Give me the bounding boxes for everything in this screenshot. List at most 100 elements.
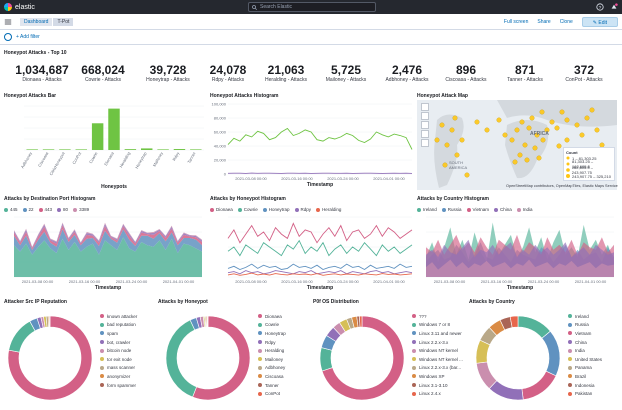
menu-icon[interactable] <box>4 18 12 26</box>
legend-item[interactable]: Rdpy <box>258 338 286 347</box>
legend-item[interactable]: India <box>568 346 602 355</box>
legend-item[interactable]: ??? <box>412 312 463 321</box>
legend-item[interactable]: bad reputation <box>100 321 137 330</box>
pie-slice <box>321 315 405 401</box>
clone-link[interactable]: Clone <box>559 19 573 25</box>
legend-item[interactable]: 445 <box>4 207 18 212</box>
legend-item[interactable]: bitcoin node <box>100 346 137 355</box>
global-search-input[interactable]: Search Elastic <box>248 2 376 12</box>
legend-item[interactable]: United States <box>568 355 602 364</box>
legend-item[interactable]: Vietnam <box>466 207 489 212</box>
map-layers-icon[interactable] <box>421 130 429 138</box>
legend-label: India <box>575 348 585 354</box>
zoom-out-icon[interactable] <box>421 112 429 120</box>
legend-dot-icon <box>566 156 570 160</box>
map-point <box>540 137 546 143</box>
map-label-south-america: SOUTH AMERICA <box>449 160 468 170</box>
legend-item[interactable]: Dionaea <box>210 207 233 212</box>
legend-item[interactable]: Ireland <box>568 312 602 321</box>
legend-item[interactable]: Russia <box>441 207 462 212</box>
legend-item[interactable]: Honeytrap <box>262 207 290 212</box>
attack-map[interactable]: AFRICA SOUTH AMERICA <box>417 100 617 190</box>
legend-item[interactable]: Linux 3.1-3.10 <box>412 381 463 390</box>
legend-item[interactable]: 443 <box>38 207 52 212</box>
legend-item[interactable]: 3389 <box>73 207 89 212</box>
map-draw-icon[interactable] <box>421 139 429 147</box>
legend-label: bad reputation <box>107 322 136 328</box>
legend-item[interactable]: Linux 2.4.x <box>412 389 463 398</box>
legend-item[interactable]: 22 <box>22 207 34 212</box>
legend-swatch-icon <box>568 365 572 370</box>
legend-item[interactable]: Dionaea <box>258 312 286 321</box>
legend-item[interactable]: Adbhoney <box>258 364 286 373</box>
legend-item[interactable]: Heralding <box>258 346 286 355</box>
newsfeed-icon[interactable] <box>610 3 618 11</box>
legend-item[interactable]: Windows XP <box>412 372 463 381</box>
legend-item[interactable]: Tanner <box>258 381 286 390</box>
legend-item[interactable]: Russia <box>568 321 602 330</box>
legend-swatch-icon <box>412 357 416 362</box>
legend-item[interactable]: form spammer <box>100 381 137 390</box>
metric-card: 372 ConPot - Attacks <box>553 64 615 83</box>
legend-item[interactable]: anonymizer <box>100 372 137 381</box>
legend-item[interactable]: Ciscoasa <box>258 372 286 381</box>
legend-item[interactable]: Cowrie <box>258 321 286 330</box>
legend-label: 445 <box>10 207 18 212</box>
legend-item[interactable]: Linux 3.11 and newer <box>412 329 463 338</box>
legend-label: Vietnam <box>472 207 489 212</box>
legend-swatch-icon <box>100 365 104 370</box>
zoom-in-icon[interactable] <box>421 103 429 111</box>
legend-item[interactable]: Vietnam <box>568 329 602 338</box>
x-axis-title: Timestamp <box>307 285 333 291</box>
legend-item[interactable]: China <box>493 207 512 212</box>
breadcrumb-dashboard[interactable]: Dashboard <box>20 18 53 26</box>
help-icon[interactable]: ? <box>596 3 604 11</box>
edit-button[interactable]: ✎ Edit <box>581 17 618 27</box>
legend-item[interactable]: Ireland <box>417 207 437 212</box>
pie-slice <box>192 315 251 401</box>
y-tick-label: 20,000 <box>214 158 227 163</box>
legend-item[interactable]: Indonesia <box>568 381 602 390</box>
legend-item[interactable]: India <box>516 207 533 212</box>
legend-item[interactable]: Linux 2.2.x-3.x <box>412 338 463 347</box>
legend-item[interactable]: Cowrie <box>237 207 258 212</box>
add-filter-button[interactable]: + Add filter <box>16 34 40 40</box>
legend-label: Linux 2.2.x-3.x <box>419 339 449 345</box>
legend-item[interactable]: Brazil <box>568 372 602 381</box>
legend-item[interactable]: Rdpy <box>294 207 311 212</box>
legend-item[interactable]: Linux 2.2.x-3.x (bar... <box>412 364 463 373</box>
legend-item[interactable]: known attacker <box>100 312 137 321</box>
map-compass-icon[interactable] <box>421 121 429 129</box>
legend-item[interactable]: ConPot <box>258 389 286 398</box>
legend-item[interactable]: Pakistan <box>568 389 602 398</box>
x-tick-label: 2021-03-08 00:00 <box>235 279 267 284</box>
legend-swatch-icon <box>100 357 104 362</box>
src-ip-donut <box>7 315 93 401</box>
legend-item[interactable]: bot, crawler <box>100 338 137 347</box>
legend-item[interactable]: Mailoney <box>258 355 286 364</box>
legend-swatch-icon <box>412 374 416 379</box>
y-tick-label: 100,000 <box>212 102 227 107</box>
elastic-logo[interactable]: elastic <box>4 3 35 11</box>
legend-item[interactable]: Panama <box>568 364 602 373</box>
legend-item[interactable]: tor exit node <box>100 355 137 364</box>
filter-options-icon[interactable] <box>4 33 12 41</box>
bar <box>75 149 87 150</box>
share-link[interactable]: Share <box>537 19 551 25</box>
legend-item[interactable]: 80 <box>57 207 68 212</box>
country-donut <box>475 315 561 401</box>
legend-swatch-icon <box>412 383 416 388</box>
legend-label: ??? <box>419 313 427 319</box>
legend-item[interactable]: mass scanner <box>100 364 137 373</box>
legend-item[interactable]: China <box>568 338 602 347</box>
legend-label: Windows NT kernel <box>419 348 458 354</box>
legend-item[interactable]: Windows NT kernel ... <box>412 355 463 364</box>
panel-title-srcip: Attacker Src IP Reputation <box>4 299 67 305</box>
legend-swatch-icon <box>100 331 104 336</box>
fullscreen-link[interactable]: Full screen <box>503 19 529 25</box>
legend-item[interactable]: Windows NT kernel <box>412 346 463 355</box>
legend-item[interactable]: spam <box>100 329 137 338</box>
legend-item[interactable]: Honeytrap <box>258 329 286 338</box>
legend-item[interactable]: Heralding <box>316 207 341 212</box>
legend-item[interactable]: Windows 7 or 8 <box>412 321 463 330</box>
